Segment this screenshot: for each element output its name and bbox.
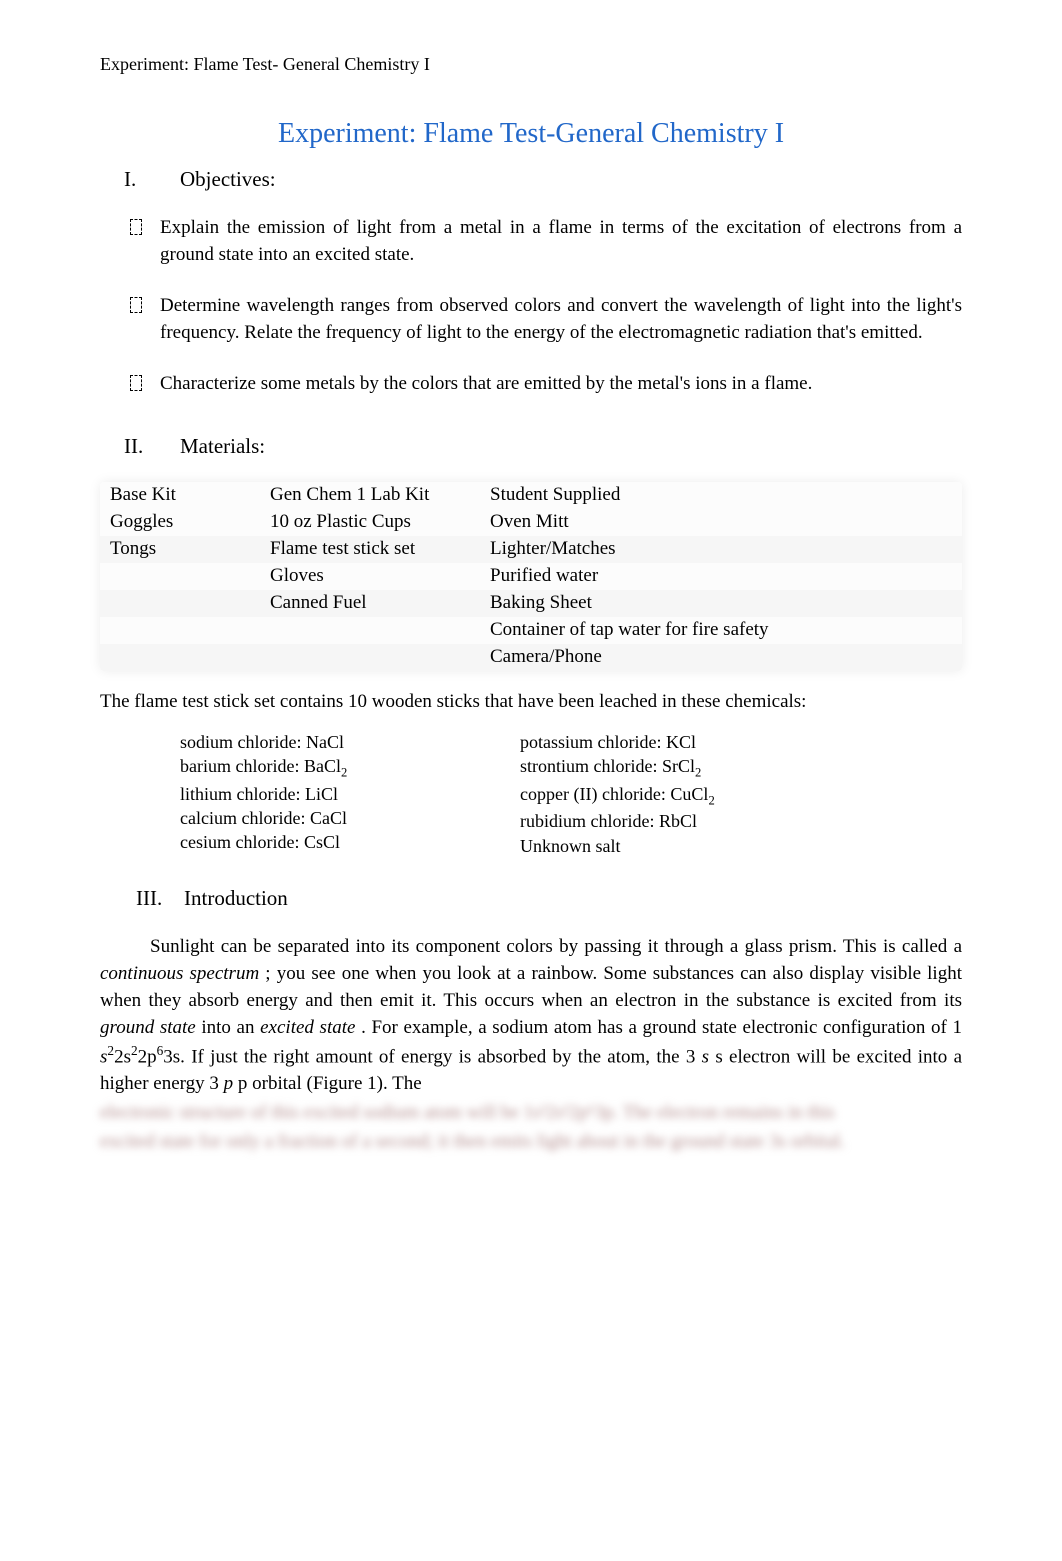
section-number: II. <box>124 432 180 462</box>
table-cell: Gloves <box>270 563 490 590</box>
page-header: Experiment: Flame Test- General Chemistr… <box>100 52 962 78</box>
chemical-item: cesium chloride: CsCl <box>180 830 520 854</box>
chemical-item: strontium chloride: SrCl2 <box>520 754 820 782</box>
table-cell: 10 oz Plastic Cups <box>270 509 490 536</box>
section-label: Introduction <box>184 884 288 914</box>
table-cell: Flame test stick set <box>270 536 490 563</box>
table-header: Student Supplied <box>490 482 962 509</box>
section-label: Objectives: <box>180 165 276 195</box>
table-cell: Goggles <box>100 509 270 536</box>
section-label: Materials: <box>180 432 265 462</box>
table-header-row: Base Kit Gen Chem 1 Lab Kit Student Supp… <box>100 482 962 509</box>
table-header: Base Kit <box>100 482 270 509</box>
document-title: Experiment: Flame Test-General Chemistry… <box>100 114 962 154</box>
table-cell: Canned Fuel <box>270 590 490 617</box>
chemical-item: calcium chloride: CaCl <box>180 806 520 830</box>
objective-item: Explain the emission of light from a met… <box>124 215 962 269</box>
section-number: I. <box>124 165 180 195</box>
section-objectives-heading: I. Objectives: <box>124 165 962 195</box>
chemicals-col-1: sodium chloride: NaCl barium chloride: B… <box>180 730 520 858</box>
sticks-description: The flame test stick set contains 10 woo… <box>100 689 962 716</box>
blurred-line: excited state for only a fraction of a s… <box>100 1129 962 1156</box>
table-cell: Oven Mitt <box>490 509 962 536</box>
table-header: Gen Chem 1 Lab Kit <box>270 482 490 509</box>
table-cell: Container of tap water for fire safety <box>490 617 962 644</box>
blurred-line: electronic structure of this excited sod… <box>100 1100 962 1127</box>
section-number: III. <box>136 884 184 914</box>
section-introduction-heading: III. Introduction <box>136 884 962 914</box>
table-row: Container of tap water for fire safety <box>100 617 962 644</box>
materials-table: Base Kit Gen Chem 1 Lab Kit Student Supp… <box>100 482 962 671</box>
table-cell: Camera/Phone <box>490 644 962 671</box>
chemical-item: Unknown salt <box>520 834 820 858</box>
objective-item: Characterize some metals by the colors t… <box>124 371 962 398</box>
chemical-item: lithium chloride: LiCl <box>180 782 520 806</box>
table-cell: Lighter/Matches <box>490 536 962 563</box>
chemical-item: copper (II) chloride: CuCl2 <box>520 782 820 810</box>
chemicals-col-2: potassium chloride: KCl strontium chlori… <box>520 730 820 858</box>
chemical-item: sodium chloride: NaCl <box>180 730 520 754</box>
section-materials-heading: II. Materials: <box>124 432 962 462</box>
chemicals-columns: sodium chloride: NaCl barium chloride: B… <box>180 730 962 858</box>
table-row: Camera/Phone <box>100 644 962 671</box>
chemical-item: potassium chloride: KCl <box>520 730 820 754</box>
table-cell: Baking Sheet <box>490 590 962 617</box>
table-row: Gloves Purified water <box>100 563 962 590</box>
introduction-paragraph: Sunlight can be separated into its compo… <box>100 934 962 1098</box>
table-cell: Purified water <box>490 563 962 590</box>
chemical-item: barium chloride: BaCl2 <box>180 754 520 782</box>
chemical-item: rubidium chloride: RbCl <box>520 809 820 833</box>
table-row: Tongs Flame test stick set Lighter/Match… <box>100 536 962 563</box>
objectives-list: Explain the emission of light from a met… <box>124 215 962 398</box>
objective-item: Determine wavelength ranges from observe… <box>124 293 962 347</box>
table-cell: Tongs <box>100 536 270 563</box>
table-row: Goggles 10 oz Plastic Cups Oven Mitt <box>100 509 962 536</box>
table-row: Canned Fuel Baking Sheet <box>100 590 962 617</box>
